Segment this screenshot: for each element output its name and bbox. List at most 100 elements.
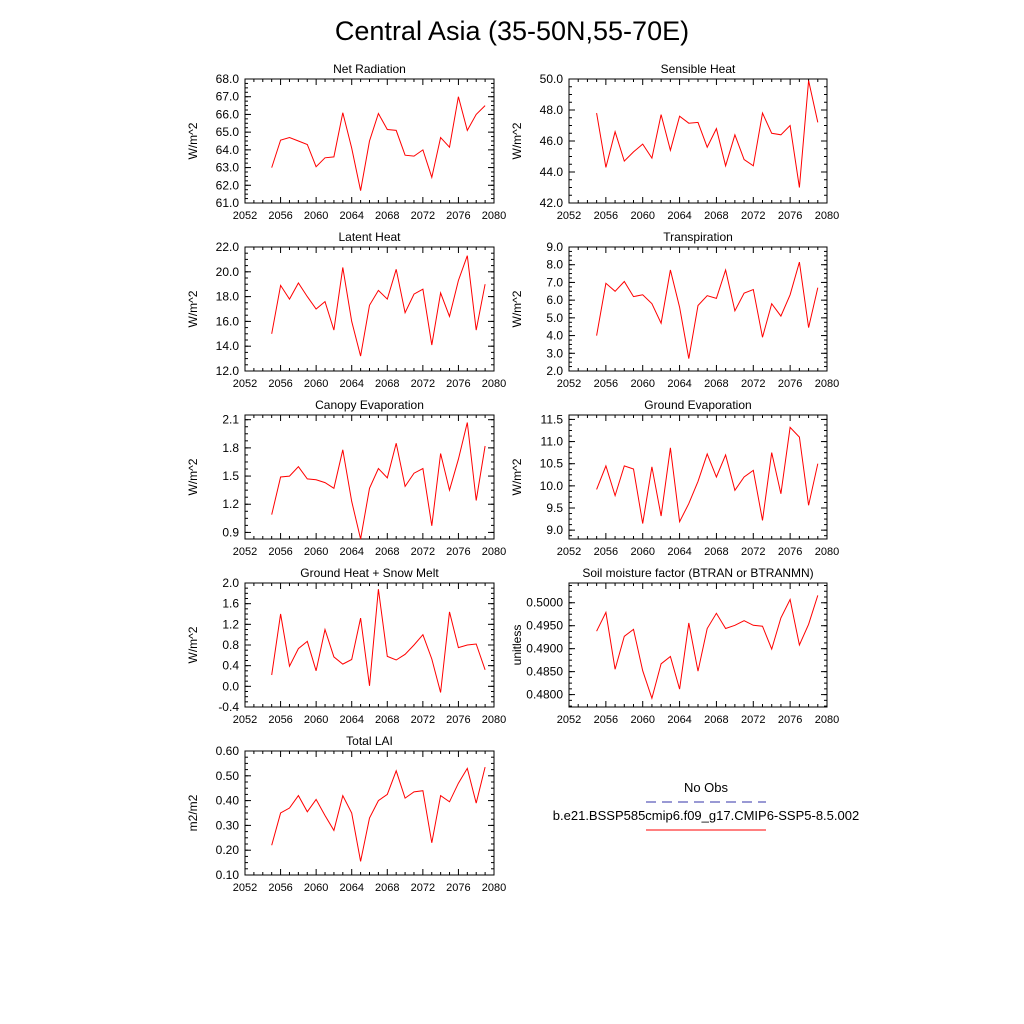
y-tick-label: 2.0 [546, 364, 563, 378]
plot-frame [568, 414, 828, 540]
y-axis-label: W/m^2 [186, 458, 200, 495]
y-tick-label: -0.4 [218, 700, 239, 714]
figure-title: Central Asia (35-50N,55-70E) [335, 16, 689, 46]
y-tick-label: 10.0 [540, 479, 564, 493]
y-tick-label: 9.5 [546, 501, 563, 515]
y-tick-label: 0.20 [216, 843, 240, 857]
x-tick-label: 2052 [233, 714, 257, 726]
panel-title: Total LAI [346, 734, 393, 748]
y-tick-label: 14.0 [216, 339, 240, 353]
x-tick-label: 2080 [815, 210, 839, 222]
plot-frame [568, 246, 828, 372]
y-tick-label: 7.0 [546, 275, 563, 289]
y-tick-label: 5.0 [546, 311, 563, 325]
y-tick-label: 10.5 [540, 457, 564, 471]
series-line-1 [596, 261, 819, 359]
x-tick-label: 2064 [339, 546, 363, 558]
series-line-1 [271, 422, 486, 540]
x-tick-label: 2072 [741, 714, 765, 726]
x-tick-label: 2080 [815, 378, 839, 390]
x-tick-label: 2072 [411, 882, 435, 894]
x-tick-label: 2060 [304, 714, 328, 726]
y-tick-label: 2.1 [222, 413, 239, 427]
x-tick-label: 2076 [778, 210, 802, 222]
panel-3: Latent Heat W/m^2 2052 2056 2060 2064 2068 2072… [186, 230, 506, 390]
x-tick-label: 2052 [233, 882, 257, 894]
y-tick-label: 11.5 [541, 412, 564, 426]
y-tick-label: 1.6 [222, 597, 239, 611]
x-tick-label: 2076 [778, 714, 802, 726]
x-tick-label: 2056 [594, 210, 618, 222]
x-tick-label: 2056 [268, 546, 292, 558]
x-tick-label: 2080 [482, 882, 506, 894]
series-line-1 [271, 96, 486, 191]
series-line-1 [596, 426, 819, 524]
series-line-1 [271, 255, 486, 357]
y-tick-label: 20.0 [216, 265, 240, 279]
y-axis-label: W/m^2 [186, 626, 200, 663]
panel-8: Soil moisture factor (BTRAN or BTRANMN) u… [510, 566, 839, 726]
x-tick-label: 2068 [375, 882, 399, 894]
plot-frame [244, 750, 495, 876]
y-tick-label: 61.0 [216, 196, 240, 210]
y-tick-label: 0.0 [222, 679, 239, 693]
x-tick-label: 2080 [815, 546, 839, 558]
y-tick-label: 68.0 [216, 72, 240, 86]
y-tick-label: 65.0 [216, 125, 240, 139]
y-axis-label: W/m^2 [186, 290, 200, 327]
legend: No Obs b.e21.BSSP585cmip6.f09_g17.CMIP6-… [553, 780, 859, 831]
x-tick-label: 2052 [557, 210, 581, 222]
x-tick-label: 2080 [482, 714, 506, 726]
y-tick-label: 0.60 [216, 744, 240, 758]
x-tick-label: 2072 [411, 210, 435, 222]
x-tick-label: 2076 [778, 378, 802, 390]
y-tick-label: 0.10 [216, 868, 240, 882]
panel-4: Transpiration W/m^2 2052 2056 2060 2064 2068 20… [510, 230, 839, 390]
x-tick-label: 2056 [268, 378, 292, 390]
y-tick-label: 1.2 [222, 617, 239, 631]
y-tick-label: 64.0 [216, 143, 240, 157]
x-tick-label: 2068 [704, 714, 728, 726]
x-tick-label: 2072 [411, 378, 435, 390]
y-tick-label: 46.0 [540, 134, 564, 148]
x-tick-label: 2052 [557, 546, 581, 558]
plot-frame [244, 582, 495, 708]
y-tick-label: 22.0 [216, 240, 240, 254]
y-tick-label: 16.0 [216, 314, 240, 328]
y-axis-label: W/m^2 [510, 122, 524, 159]
y-tick-label: 0.4800 [526, 688, 563, 702]
series-line-1 [271, 766, 486, 862]
series-line-1 [596, 80, 819, 188]
x-tick-label: 2064 [339, 882, 363, 894]
x-tick-label: 2080 [482, 546, 506, 558]
plot-frame [244, 246, 495, 372]
y-axis-label: W/m^2 [510, 290, 524, 327]
y-tick-label: 0.50 [216, 769, 240, 783]
x-tick-label: 2068 [375, 378, 399, 390]
x-tick-label: 2068 [375, 546, 399, 558]
x-tick-label: 2072 [741, 210, 765, 222]
y-tick-label: 9.0 [546, 523, 563, 537]
x-tick-label: 2064 [339, 714, 363, 726]
x-tick-label: 2072 [411, 714, 435, 726]
y-tick-label: 12.0 [216, 364, 240, 378]
panel-title: Ground Heat + Snow Melt [300, 566, 439, 580]
series-line-1 [271, 589, 486, 693]
y-tick-label: 8.0 [546, 258, 563, 272]
y-tick-label: 18.0 [216, 290, 240, 304]
panel-2: Sensible Heat W/m^2 2052 2056 2060 2064 2068 20… [510, 62, 839, 222]
x-tick-label: 2072 [741, 378, 765, 390]
x-tick-label: 2060 [630, 546, 654, 558]
panel-title: Latent Heat [338, 230, 401, 244]
panel-title: Ground Evaporation [644, 398, 751, 412]
x-tick-label: 2068 [375, 714, 399, 726]
y-tick-label: 44.0 [540, 165, 564, 179]
x-tick-label: 2068 [375, 210, 399, 222]
x-tick-label: 2076 [446, 378, 470, 390]
x-tick-label: 2064 [667, 714, 691, 726]
x-tick-label: 2076 [446, 210, 470, 222]
y-tick-label: 1.5 [222, 469, 239, 483]
y-tick-label: 0.9 [222, 525, 239, 539]
plot-frame [568, 78, 828, 204]
